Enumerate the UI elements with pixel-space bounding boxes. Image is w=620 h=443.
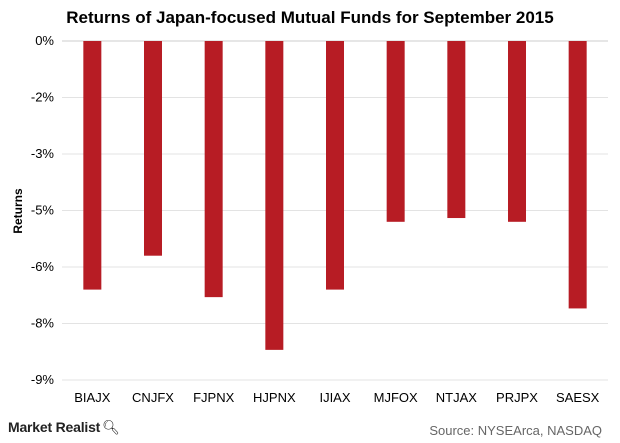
x-axis-ticks: BIAJX CNJFX FJPNX HJPNX IJIAX MJFOX NTJAX PRJPX… — [74, 390, 599, 405]
bar-ntjax — [447, 41, 466, 219]
y-tick-label: -8% — [31, 316, 55, 331]
y-axis-ticks: 0% -2% -3% -5% -6% -8% -9% — [31, 33, 55, 387]
bars — [83, 41, 587, 350]
x-tick-label: CNJFX — [132, 390, 174, 405]
y-tick-label: -6% — [31, 259, 55, 274]
chart-title: Returns of Japan-focused Mutual Funds fo… — [66, 8, 554, 27]
brand-name: Market Realist — [8, 419, 101, 435]
y-axis-label: Returns — [11, 188, 25, 234]
bar-fjpnx — [204, 41, 223, 298]
y-tick-label: 0% — [35, 33, 54, 48]
x-tick-label: MJFOX — [374, 390, 418, 405]
brand-logo: Market Realist 🔍︎ — [8, 419, 120, 436]
source-note: Source: NYSEArca, NASDAQ — [429, 423, 602, 438]
x-tick-label: SAESX — [556, 390, 600, 405]
x-tick-label: HJPNX — [253, 390, 296, 405]
bar-cnjfx — [144, 41, 162, 256]
x-tick-label: BIAJX — [74, 390, 110, 405]
y-tick-label: -3% — [31, 146, 55, 161]
bar-hjpnx — [265, 41, 284, 350]
bar-prjpx — [508, 41, 526, 222]
x-tick-label: IJIAX — [319, 390, 350, 405]
bar-ijiax — [326, 41, 344, 290]
bar-mjfox — [386, 41, 405, 222]
bar-biajx — [83, 41, 102, 290]
y-tick-label: -5% — [31, 203, 55, 218]
y-tick-label: -9% — [31, 372, 55, 387]
bar-saesx — [568, 41, 587, 309]
x-tick-label: PRJPX — [496, 390, 538, 405]
y-tick-label: -2% — [31, 90, 55, 105]
x-tick-label: FJPNX — [193, 390, 235, 405]
magnifier-icon: 🔍︎ — [102, 419, 120, 435]
x-tick-label: NTJAX — [436, 390, 478, 405]
